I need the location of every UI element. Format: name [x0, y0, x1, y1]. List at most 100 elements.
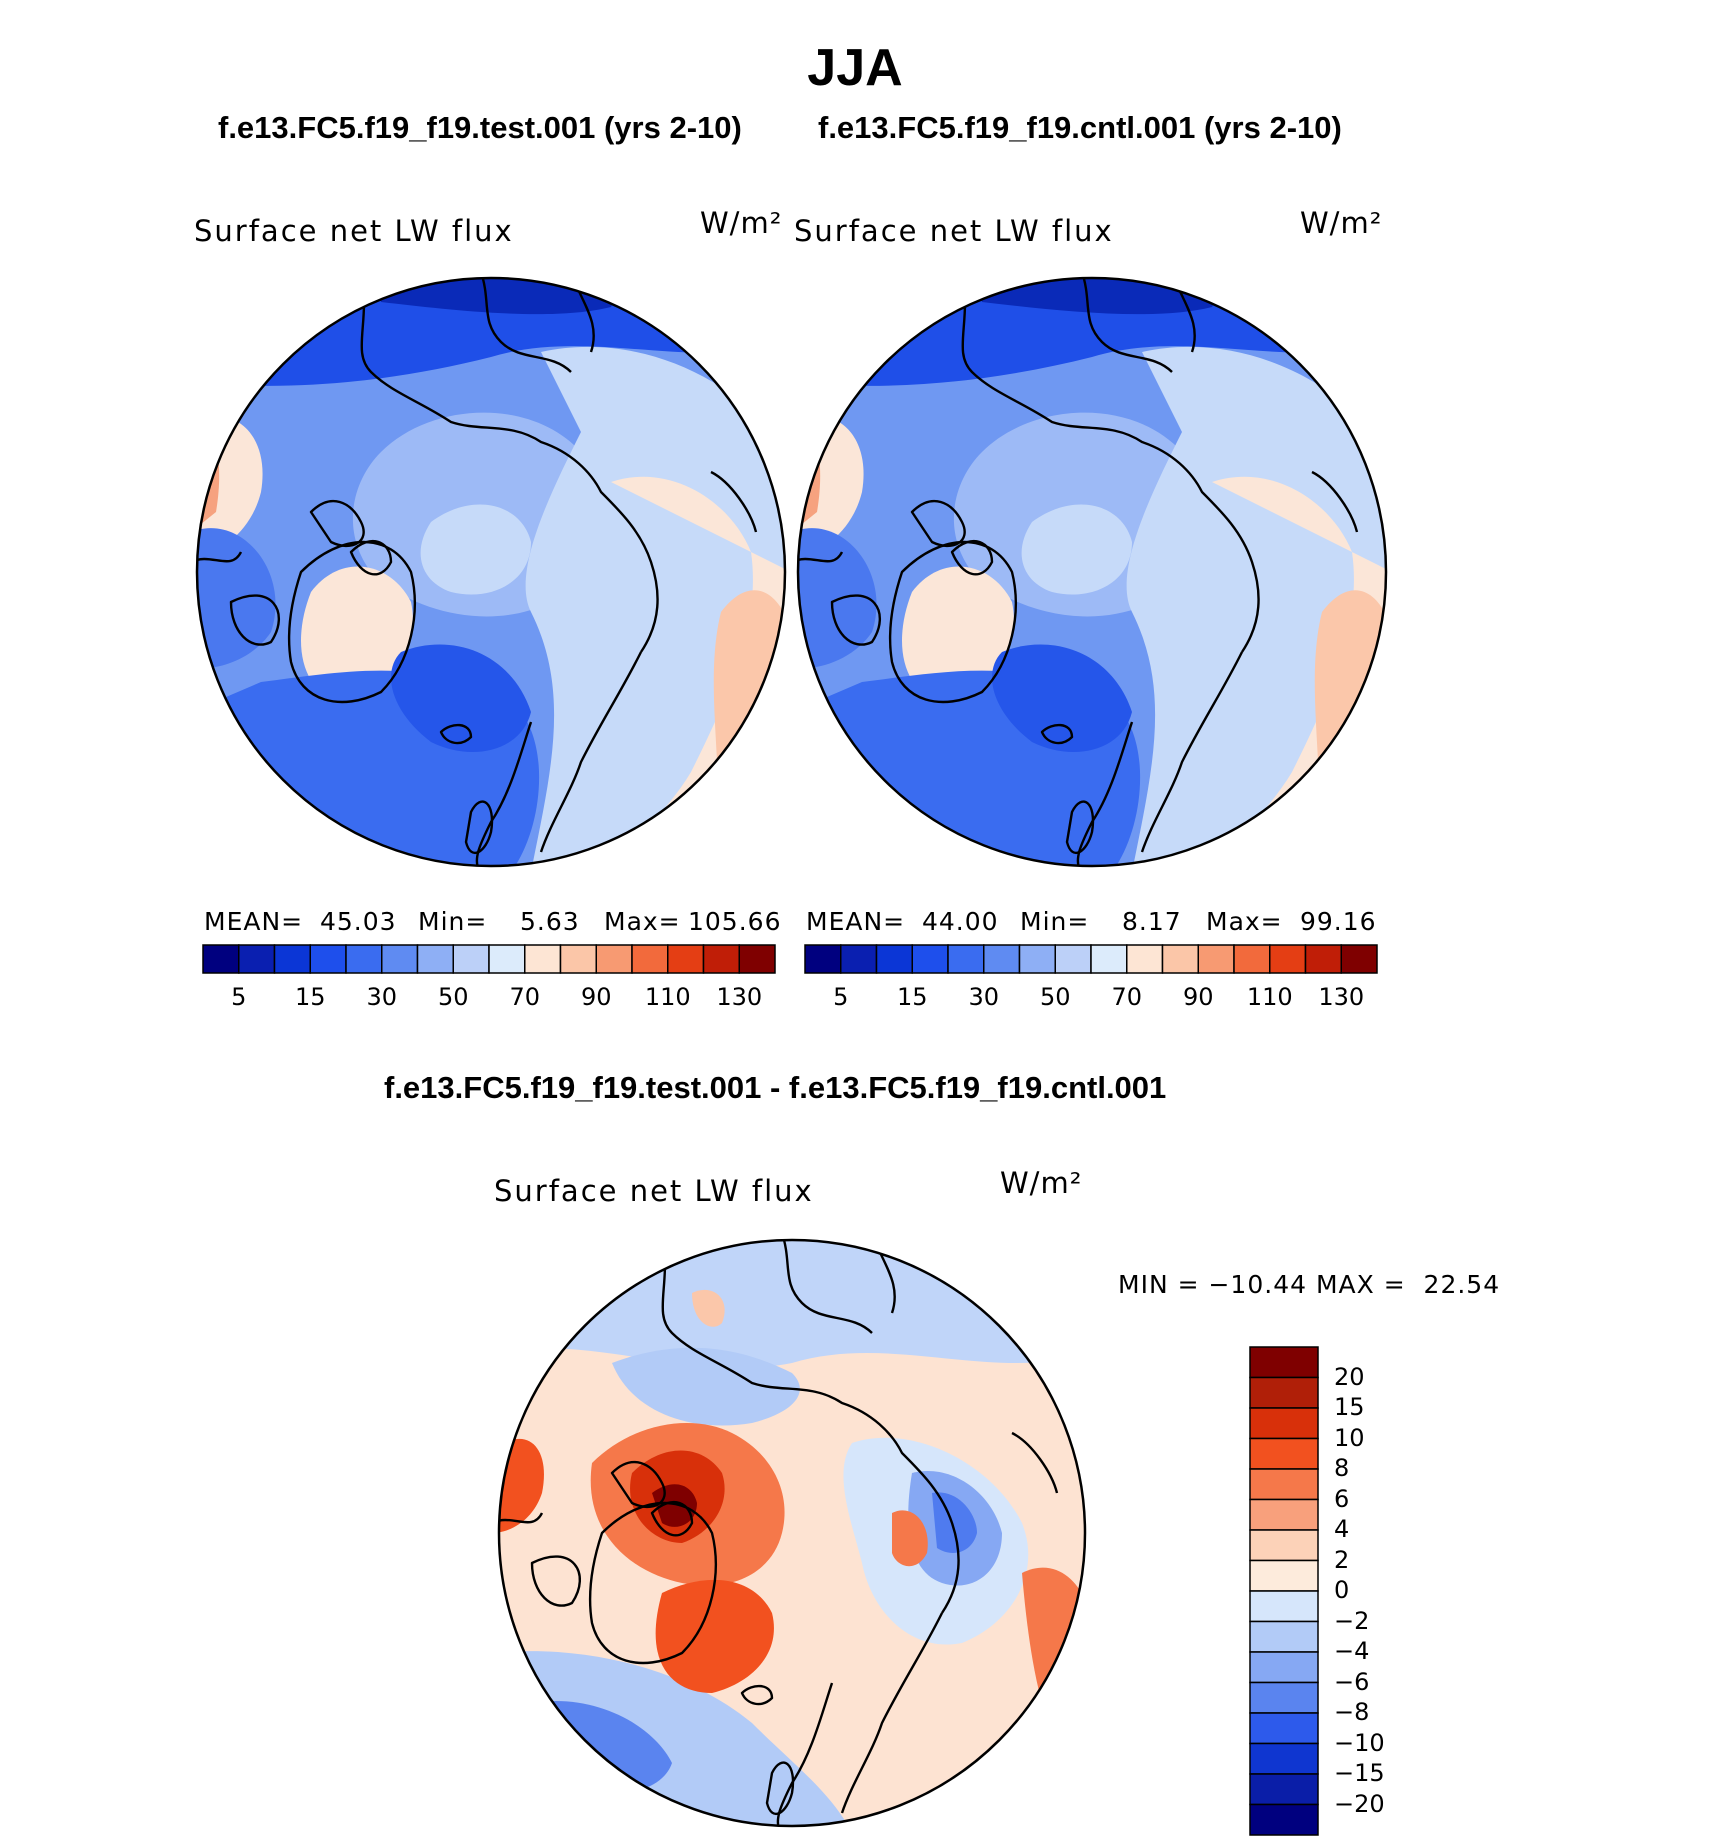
colorbar-swatch: [911, 944, 949, 974]
colorbar-tick-label: 90: [1182, 983, 1214, 1011]
diff-panel-label: Surface net LW flux: [494, 1174, 814, 1208]
colorbar-tick-label: 70: [1111, 983, 1143, 1011]
colorbar-swatch: [1018, 944, 1056, 974]
diff-map-border: [497, 1238, 1087, 1828]
main-title: JJA: [807, 39, 903, 97]
colorbar-tick-label: 15: [1334, 1393, 1365, 1421]
test-max-label: Max=: [604, 907, 681, 936]
colorbar-swatch: [1304, 944, 1342, 974]
colorbar-tick-label: 30: [968, 983, 1000, 1011]
colorbar-swatch: [1340, 944, 1378, 974]
colorbar-swatch: [309, 944, 347, 974]
colorbar-swatch: [1054, 944, 1092, 974]
colorbar-tick-label: 4: [1334, 1515, 1350, 1543]
colorbar-tick-label: 30: [366, 983, 398, 1011]
colorbar-tick-label: 2: [1334, 1545, 1350, 1574]
colorbar-swatch: [947, 944, 985, 974]
colorbar-tick-label: 5: [833, 983, 849, 1011]
diff-case-title: f.e13.FC5.f19_f19.test.001 - f.e13.FC5.f…: [384, 1070, 1167, 1105]
colorbar-swatch: [1249, 1803, 1319, 1836]
colorbar-tick-label: −10: [1334, 1728, 1385, 1757]
colorbar-swatch: [273, 944, 311, 974]
colorbar-swatch: [1126, 944, 1164, 974]
colorbar-swatch: [1249, 1529, 1319, 1562]
test-colorbar: [202, 944, 776, 974]
colorbar-tick-label: 10: [1334, 1423, 1365, 1452]
colorbar-swatch: [1233, 944, 1271, 974]
diff-map: [499, 1240, 1085, 1826]
colorbar-tick-label: −8: [1334, 1698, 1370, 1726]
colorbar-swatch: [1161, 944, 1199, 974]
diff-units: W/m²: [1000, 1166, 1083, 1200]
test-min-value: 5.63: [520, 907, 580, 936]
colorbar-tick-label: −6: [1334, 1667, 1370, 1696]
colorbar-tick-label: 15: [294, 983, 326, 1011]
diff-minmax: MIN = −10.44 MAX = 22.54: [1118, 1270, 1501, 1299]
cntl-mean-label: MEAN=: [806, 907, 906, 936]
colorbar-tick-label: −4: [1334, 1637, 1370, 1665]
cntl-map: [798, 278, 1386, 866]
colorbar-tick-label: 6: [1334, 1484, 1350, 1513]
test-units: W/m²: [700, 206, 783, 240]
colorbar-tick-label: 110: [644, 983, 691, 1011]
colorbar-tick-label: −15: [1334, 1759, 1385, 1787]
colorbar-swatch: [983, 944, 1021, 974]
colorbar-tick-label: 110: [1246, 983, 1293, 1011]
cntl-units: W/m²: [1300, 206, 1383, 240]
colorbar-tick-label: 70: [509, 983, 541, 1011]
colorbar-swatch: [1249, 1712, 1319, 1745]
colorbar-swatch: [804, 944, 842, 974]
colorbar-swatch: [238, 944, 276, 974]
colorbar-swatch: [416, 944, 454, 974]
colorbar-swatch: [559, 944, 597, 974]
colorbar-tick-label: 15: [896, 983, 928, 1011]
colorbar-swatch: [1249, 1559, 1319, 1592]
colorbar-tick-label: 50: [437, 983, 469, 1011]
test-panel-label: Surface net LW flux: [194, 214, 514, 248]
colorbar-swatch: [1249, 1651, 1319, 1684]
colorbar-swatch: [1249, 1498, 1319, 1531]
test-map-border: [195, 276, 787, 868]
colorbar-swatch: [524, 944, 562, 974]
colorbar-swatch: [488, 944, 526, 974]
colorbar-tick-label: 20: [1334, 1362, 1365, 1391]
test-min-label: Min=: [418, 907, 488, 936]
colorbar-swatch: [595, 944, 633, 974]
colorbar-tick-label: −20: [1334, 1789, 1385, 1818]
cntl-case-title: f.e13.FC5.f19_f19.cntl.001 (yrs 2-10): [818, 110, 1342, 145]
colorbar-tick-label: 5: [231, 983, 247, 1011]
test-map: [197, 278, 785, 866]
colorbar-swatch: [1249, 1620, 1319, 1653]
colorbar-tick-label: 50: [1039, 983, 1071, 1011]
colorbar-swatch: [631, 944, 669, 974]
diff-colorbar: [1249, 1346, 1319, 1836]
cntl-max-label: Max=: [1206, 907, 1283, 936]
test-max-value: 105.66: [688, 907, 782, 936]
colorbar-swatch: [345, 944, 383, 974]
colorbar-swatch: [875, 944, 913, 974]
test-mean-label: MEAN=: [204, 907, 304, 936]
colorbar-swatch: [1249, 1468, 1319, 1501]
test-mean-value: 45.03: [320, 907, 397, 936]
colorbar-swatch: [1269, 944, 1307, 974]
colorbar-swatch: [738, 944, 776, 974]
cntl-min-value: 8.17: [1122, 907, 1182, 936]
colorbar-swatch: [1249, 1590, 1319, 1623]
colorbar-swatch: [452, 944, 490, 974]
cntl-max-value: 99.16: [1300, 907, 1377, 936]
colorbar-tick-label: −2: [1334, 1606, 1370, 1635]
colorbar-swatch: [202, 944, 240, 974]
cntl-mean-value: 44.00: [922, 907, 999, 936]
cntl-map-border: [796, 276, 1388, 868]
colorbar-swatch: [1197, 944, 1235, 974]
colorbar-swatch: [702, 944, 740, 974]
test-case-title: f.e13.FC5.f19_f19.test.001 (yrs 2-10): [218, 110, 742, 145]
colorbar-swatch: [1249, 1742, 1319, 1775]
colorbar-tick-label: 8: [1334, 1454, 1350, 1482]
cntl-min-label: Min=: [1020, 907, 1090, 936]
colorbar-tick-label: 130: [716, 983, 763, 1011]
colorbar-swatch: [1249, 1376, 1319, 1409]
colorbar-swatch: [840, 944, 878, 974]
colorbar-swatch: [1249, 1437, 1319, 1470]
